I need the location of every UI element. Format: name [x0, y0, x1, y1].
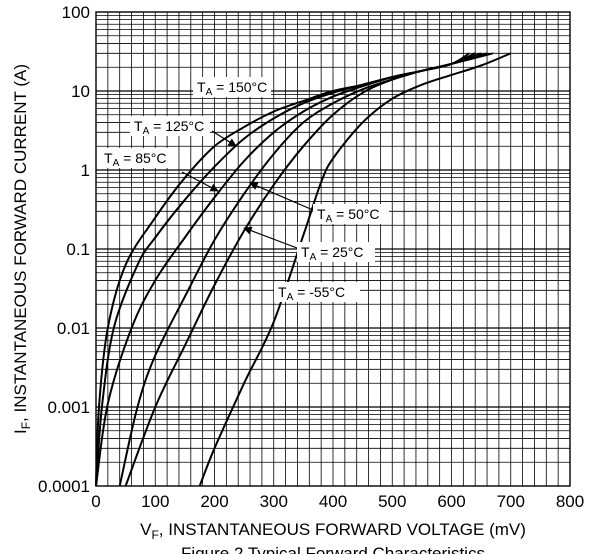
series-label-150c: TA = 150°C: [197, 79, 267, 98]
y-tick-label: 1: [81, 161, 90, 180]
x-tick-labels: 0 100 200 300 400 500 600 700 800: [91, 492, 584, 511]
y-tick-label: 0.001: [47, 398, 90, 417]
annotation-label-background: [313, 204, 389, 224]
y-tick-label: 0.0001: [38, 477, 90, 496]
annotation-label-background: [130, 116, 210, 136]
x-tick-label: 0: [91, 492, 100, 511]
x-tick-label: 200: [200, 492, 228, 511]
series-curves: [95, 52, 512, 487]
annotation-label-background: [297, 242, 375, 262]
plot-frame: [95, 11, 571, 487]
x-tick-label: 800: [556, 492, 584, 511]
annotation-leader-arrow: [181, 171, 219, 192]
series-curve--55c: [198, 52, 512, 487]
series-annotations: TA = 150°C TA = 125°C TA = 85°C TA = 50°C TA…: [100, 77, 389, 303]
series-label-25c: TA = 25°C: [301, 244, 363, 263]
y-tick-label: 0.01: [57, 319, 90, 338]
annotation-label-background: [274, 282, 360, 302]
x-tick-label: 600: [437, 492, 465, 511]
series-label-85c: TA = 85°C: [104, 150, 166, 169]
annotation-label-background: [100, 148, 170, 168]
y-tick-label: 10: [71, 82, 90, 101]
series-label-50c: TA = 50°C: [317, 206, 379, 225]
y-axis-title: IF, INSTANTANEOUS FORWARD CURRENT (A): [11, 64, 33, 434]
series-curve-25c: [124, 52, 494, 487]
series-label-125c: TA = 125°C: [134, 118, 204, 137]
x-axis-title: VF, INSTANTANEOUS FORWARD VOLTAGE (mV): [140, 520, 526, 542]
annotation-label-background: [193, 77, 271, 97]
x-tick-label: 700: [497, 492, 525, 511]
annotation-leader-arrow: [211, 130, 237, 147]
x-tick-label: 500: [378, 492, 406, 511]
annotation-leader-arrow: [243, 226, 298, 249]
y-tick-label: 100: [62, 3, 90, 22]
y-tick-labels: 0.0001 0.001 0.01 0.1 1 10 100: [38, 3, 90, 496]
x-tick-label: 400: [319, 492, 347, 511]
x-tick-label: 300: [260, 492, 288, 511]
x-tick-label: 100: [141, 492, 169, 511]
figure-caption: Figure 2 Typical Forward Characteristics: [181, 544, 485, 554]
series-label--55c: TA = -55°C: [278, 284, 345, 303]
annotation-leader-arrow: [249, 182, 314, 211]
y-tick-label: 0.1: [66, 240, 90, 259]
